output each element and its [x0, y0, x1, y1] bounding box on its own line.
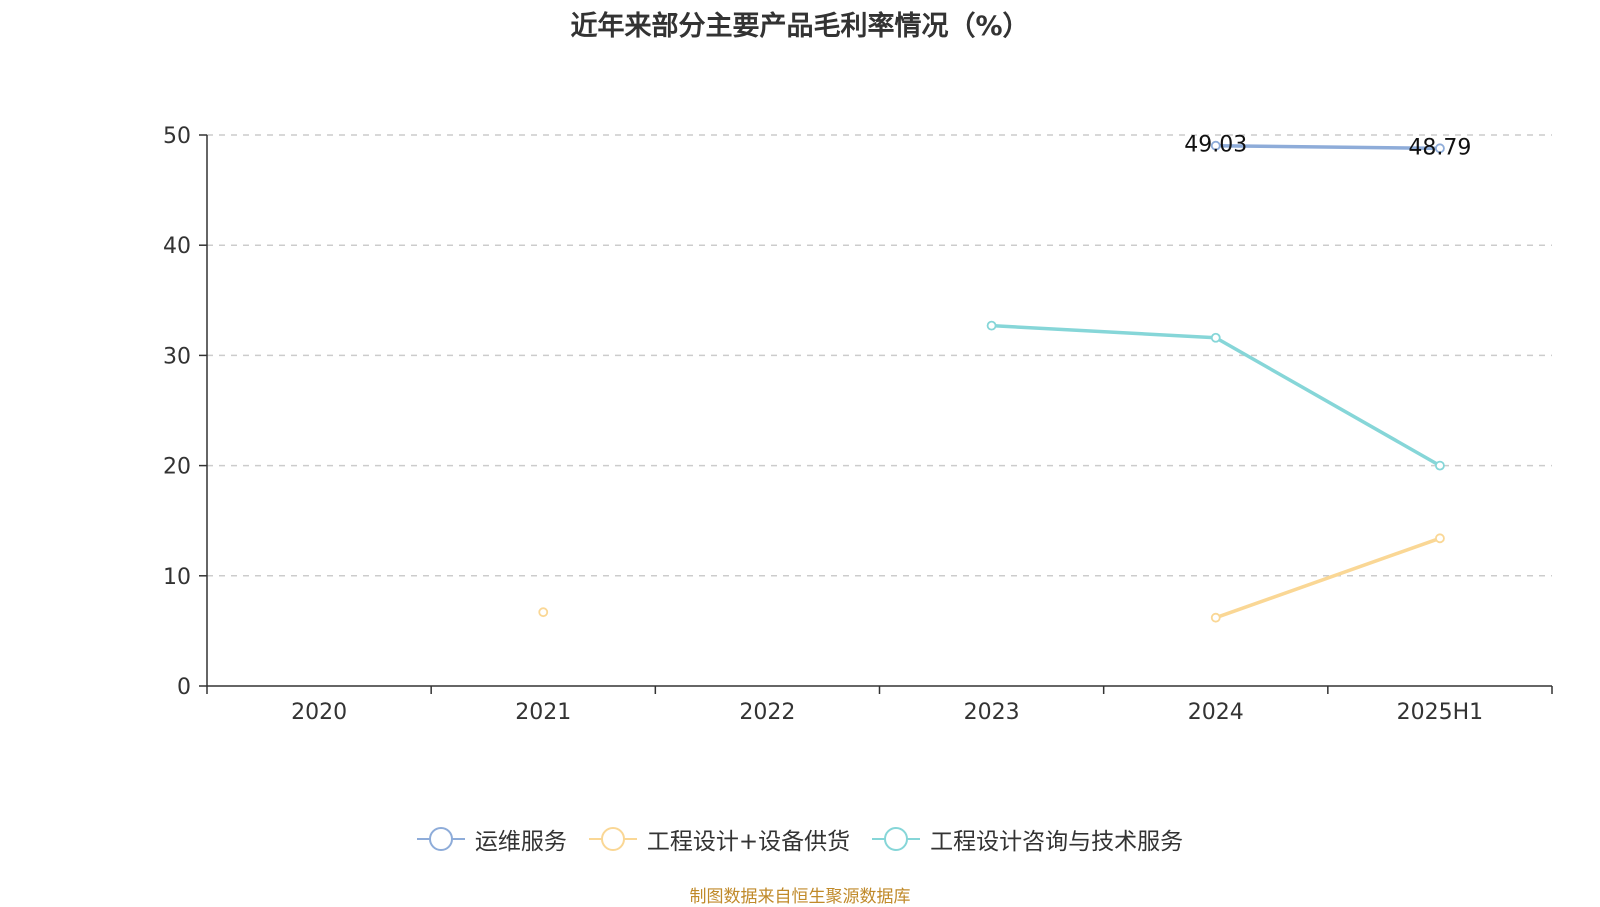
legend-item[interactable]: 运维服务: [416, 822, 567, 856]
data-point: [1435, 143, 1445, 154]
x-tick-label: 2025H1: [1397, 700, 1484, 725]
data-point: [1435, 460, 1445, 471]
y-tick-label: 50: [163, 124, 191, 149]
y-tick-label: 40: [163, 234, 191, 259]
legend-symbol: [416, 827, 465, 851]
data-point: [986, 320, 997, 331]
series-line-segment: [1214, 336, 1442, 468]
legend-label: 工程设计+设备供货: [646, 829, 851, 855]
data-point: [1435, 533, 1445, 544]
y-tick-label: 30: [163, 344, 191, 369]
legend: 运维服务 工程设计+设备供货 工程设计咨询与技术服务: [0, 822, 1600, 856]
x-tick-label: 2022: [739, 700, 795, 725]
data-label: 49.03: [1184, 133, 1247, 158]
series-line-segment: [1214, 143, 1442, 151]
x-tick-label: 2024: [1188, 700, 1244, 725]
data-label: 48.79: [1408, 135, 1471, 160]
legend-label: 工程设计咨询与技术服务: [930, 829, 1184, 855]
legend-item[interactable]: 工程设计咨询与技术服务: [872, 822, 1183, 856]
series-line-segment: [1214, 536, 1442, 620]
legend-item[interactable]: 工程设计+设备供货: [588, 822, 851, 856]
x-tick-label: 2021: [515, 700, 571, 725]
data-point: [1210, 332, 1221, 343]
y-tick-label: 20: [163, 455, 191, 480]
x-tick-label: 2023: [964, 700, 1020, 725]
legend-symbol: [588, 827, 637, 851]
data-point: [1210, 140, 1221, 151]
y-tick-label: 10: [163, 565, 191, 590]
x-tick-label: 2020: [291, 700, 347, 725]
data-point: [538, 607, 549, 618]
series-line-segment: [989, 323, 1218, 340]
data-point: [1210, 612, 1221, 623]
legend-label: 运维服务: [474, 829, 567, 855]
legend-symbol: [872, 827, 921, 851]
data-source-note: 制图数据来自恒生聚源数据库: [689, 887, 911, 907]
y-tick-label: 0: [177, 675, 191, 700]
chart-title: 近年来部分主要产品毛利率情况（%）: [570, 11, 1030, 42]
